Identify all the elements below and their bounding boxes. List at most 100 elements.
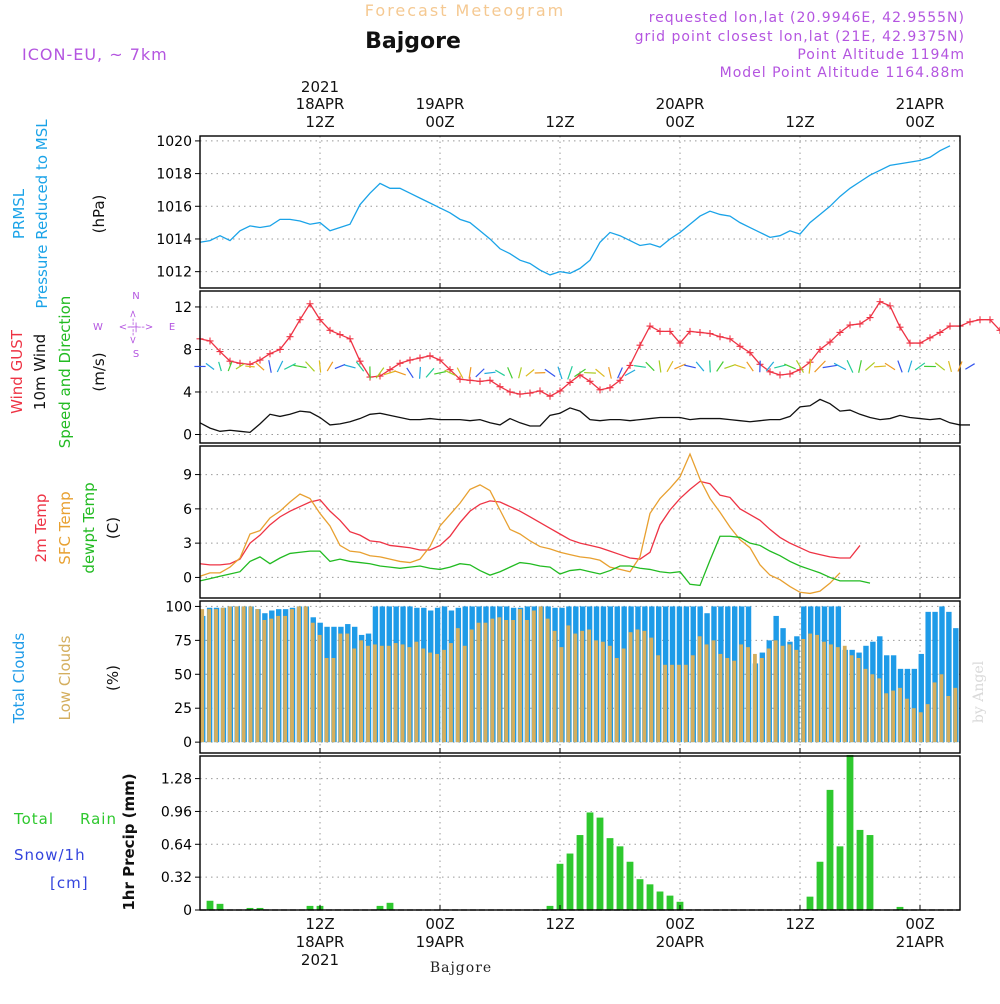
bar-rain-7	[387, 903, 394, 910]
label-1hr-precip: 1hr Precip (mm)	[120, 773, 138, 910]
ytick-label-wind-0: 0	[183, 427, 192, 443]
bar-low-cloud-104	[919, 712, 923, 742]
bar-low-cloud-42	[490, 619, 494, 743]
bar-low-cloud-50	[546, 619, 550, 743]
bar-low-cloud-56	[587, 630, 591, 743]
bar-low-cloud-62	[629, 632, 633, 742]
label-low-clouds: Low Clouds	[56, 635, 74, 720]
top-time-0: 12Z	[305, 113, 334, 131]
bar-low-cloud-105	[926, 704, 930, 742]
bar-low-cloud-47	[525, 620, 529, 742]
ytick-label-precip-4: 1.28	[161, 772, 192, 788]
top-time-3: 00Z	[665, 113, 694, 131]
compass-s: S	[133, 349, 139, 360]
wind-arrow-5	[245, 366, 254, 367]
bar-low-cloud-48	[532, 611, 536, 743]
bar-low-cloud-52	[560, 647, 564, 742]
bar-low-cloud-65	[649, 638, 653, 743]
ytick-label-wind-2: 8	[183, 342, 192, 358]
point-altitude: Point Altitude 1194m	[797, 47, 965, 63]
bottom-date-3: 20APR	[656, 933, 705, 951]
ytick-label-clouds-4: 100	[165, 599, 192, 615]
bar-low-cloud-68	[670, 665, 674, 742]
bar-low-cloud-17	[318, 635, 322, 742]
bar-low-cloud-31	[414, 642, 418, 742]
bar-low-cloud-14	[297, 606, 301, 742]
bar-low-cloud-16	[311, 623, 315, 742]
bar-rain-16	[627, 862, 634, 910]
bar-low-cloud-59	[608, 646, 612, 742]
bar-low-cloud-26	[380, 646, 384, 742]
bottom-time-2: 12Z	[545, 915, 574, 933]
bar-low-cloud-97	[870, 674, 874, 742]
label-wind-gust: Wind GUST	[8, 329, 26, 414]
wind-arrow-22	[420, 367, 421, 379]
requested-coords: requested lon,lat (20.9946E, 42.9555N)	[649, 10, 965, 26]
bar-low-cloud-84	[781, 646, 785, 742]
bar-rain-1	[217, 904, 224, 910]
bar-low-cloud-3	[221, 608, 225, 742]
bar-low-cloud-29	[401, 644, 405, 742]
top-time-1: 00Z	[425, 113, 454, 131]
bottom-date-1: 19APR	[416, 933, 465, 951]
bar-low-cloud-101	[898, 688, 902, 742]
bar-low-cloud-43	[497, 617, 501, 742]
top-year: 2021	[301, 78, 339, 96]
bar-low-cloud-5	[235, 606, 239, 742]
bar-rain-26	[847, 755, 854, 910]
ytick-label-pressure-0: 1012	[156, 265, 192, 281]
bar-low-cloud-91	[829, 644, 833, 742]
label-prmsl: PRMSL	[10, 188, 28, 239]
bar-low-cloud-51	[553, 631, 557, 742]
label-speed-direction: Speed and Direction	[56, 296, 74, 449]
top-time-4: 12Z	[785, 113, 814, 131]
ytick-label-clouds-2: 50	[174, 667, 192, 683]
bar-low-cloud-55	[580, 631, 584, 742]
bar-low-cloud-98	[877, 678, 881, 742]
bar-low-cloud-93	[843, 646, 847, 742]
compass-n: N	[132, 291, 139, 302]
top-date-0: 18APR	[296, 95, 345, 113]
top-time-2: 12Z	[545, 113, 574, 131]
ytick-label-pressure-2: 1016	[156, 199, 192, 215]
bar-rain-25	[837, 846, 844, 910]
bar-rain-20	[667, 896, 674, 910]
bar-low-cloud-71	[691, 655, 695, 742]
ytick-label-pressure-3: 1018	[156, 167, 192, 183]
ytick-label-temperature-1: 3	[183, 536, 192, 552]
bar-low-cloud-11	[276, 616, 280, 742]
footer-location: Bajgore	[430, 960, 492, 976]
compass-ns-axis: <--|-->	[128, 310, 139, 345]
bar-low-cloud-58	[601, 642, 605, 742]
bar-low-cloud-88	[808, 634, 812, 743]
bar-low-cloud-49	[539, 606, 543, 742]
bar-rain-12	[587, 812, 594, 910]
bar-low-cloud-90	[822, 642, 826, 742]
bar-low-cloud-86	[794, 650, 798, 742]
bottom-time-5: 00Z	[905, 915, 934, 933]
bar-low-cloud-102	[905, 699, 909, 742]
bar-low-cloud-61	[622, 649, 626, 743]
bar-low-cloud-22	[352, 649, 356, 743]
bar-low-cloud-54	[573, 634, 577, 743]
bar-low-cloud-45	[511, 620, 515, 742]
bar-low-cloud-2	[214, 609, 218, 742]
wind-arrow-39	[584, 373, 596, 374]
label-hpa: (hPa)	[90, 195, 108, 234]
bar-low-cloud-70	[684, 665, 688, 742]
ytick-label-pressure-1: 1014	[156, 232, 192, 248]
top-date-1: 19APR	[416, 95, 465, 113]
bottom-time-0: 12Z	[305, 915, 334, 933]
bar-low-cloud-108	[946, 696, 950, 742]
bar-low-cloud-78	[739, 644, 743, 742]
bar-low-cloud-40	[477, 623, 481, 742]
bar-low-cloud-95	[857, 658, 861, 742]
bar-low-cloud-18	[325, 658, 329, 742]
bottom-date-5: 21APR	[896, 933, 945, 951]
bottom-year: 2021	[301, 951, 339, 969]
bar-low-cloud-25	[373, 644, 377, 742]
bar-low-cloud-41	[484, 623, 488, 742]
bar-low-cloud-80	[753, 654, 757, 742]
